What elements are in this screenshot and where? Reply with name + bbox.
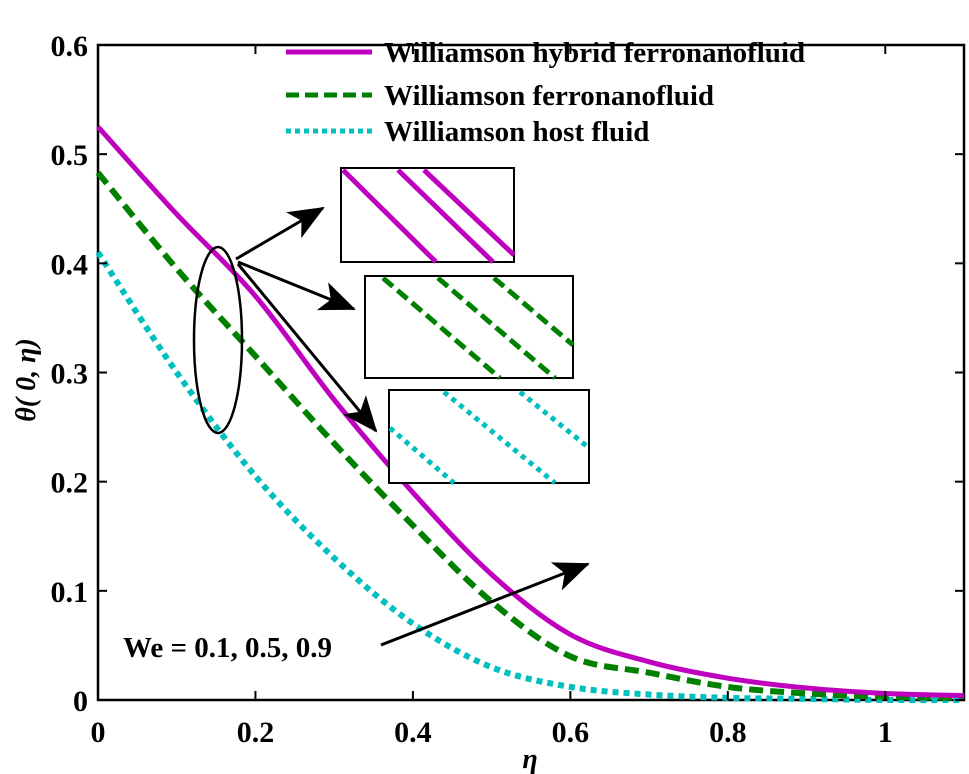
inset-hybrid <box>340 167 516 264</box>
axis-ticks: 0 0.2 0.4 0.6 0.8 1 0 0.1 0.2 0.3 0.4 0.5 0.6 <box>51 30 964 749</box>
x-tick-label: 0.8 <box>709 716 747 749</box>
legend-label-host: Williamson host fluid <box>384 116 649 148</box>
y-axis-label: θ( 0, η) <box>11 338 42 422</box>
y-tick-label: 0.2 <box>51 467 89 500</box>
highlight-ellipse <box>192 245 244 435</box>
inset-arrows <box>235 206 378 433</box>
legend: Williamson hybrid ferronanofluid William… <box>286 37 805 148</box>
x-tick-label: 0.4 <box>394 716 432 749</box>
inset-ferro <box>364 275 575 380</box>
we-label: We = 0.1, 0.5, 0.9 <box>123 632 332 664</box>
arrow-to-inset-hybrid <box>235 206 325 261</box>
series-williamson-ferronanofluid <box>95 170 965 701</box>
x-tick-label: 0.2 <box>237 716 275 749</box>
we-arrow <box>380 562 590 647</box>
series-layer <box>95 125 965 704</box>
x-tick-label: 1 <box>878 716 893 749</box>
arrow-to-inset-host <box>236 263 378 433</box>
x-tick-label: 0 <box>91 716 106 749</box>
arrow-to-inset-ferro <box>237 260 356 311</box>
series-williamson-host-fluid <box>95 250 965 704</box>
legend-label-hybrid: Williamson hybrid ferronanofluid <box>384 37 805 69</box>
inset-host <box>388 389 591 485</box>
y-tick-label: 0 <box>73 685 88 718</box>
series-williamson-hybrid-ferronanofluid <box>96 125 965 699</box>
y-tick-label: 0.3 <box>51 358 89 391</box>
legend-label-ferro: Williamson ferronanofluid <box>384 80 714 112</box>
y-tick-label: 0.4 <box>51 248 89 281</box>
y-tick-label: 0.1 <box>51 576 89 609</box>
x-axis-label: η <box>522 744 537 774</box>
we-annotation: We = 0.1, 0.5, 0.9 <box>123 562 590 664</box>
y-tick-label: 0.6 <box>51 30 89 63</box>
x-tick-label: 0.6 <box>552 716 590 749</box>
y-tick-label: 0.5 <box>51 139 89 172</box>
